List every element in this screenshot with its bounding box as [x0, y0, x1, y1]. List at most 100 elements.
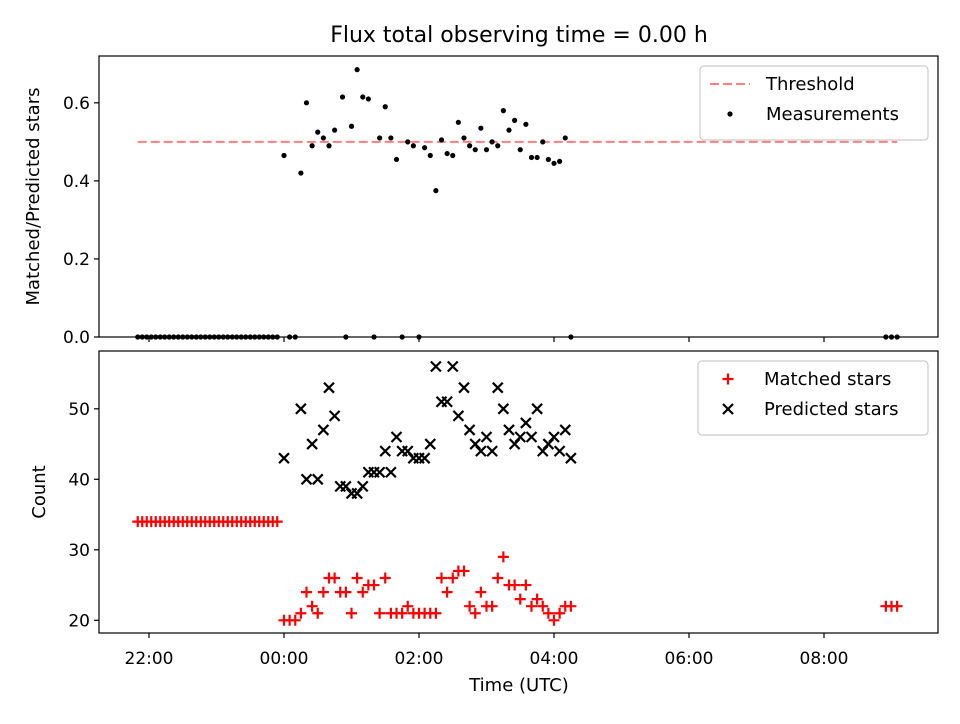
data-point: [315, 129, 321, 135]
data-point: [553, 445, 566, 457]
series-matched-stars: [132, 516, 903, 626]
y-tick-label: 0.6: [63, 94, 90, 114]
data-point: [492, 572, 504, 584]
data-point: [301, 586, 312, 598]
data-point: [506, 127, 512, 133]
data-point: [531, 403, 543, 415]
legend-label: Measurements: [766, 104, 899, 125]
y-tick-label: 0.4: [63, 172, 90, 192]
data-point: [368, 579, 380, 591]
data-point: [509, 579, 521, 591]
data-point: [360, 94, 366, 100]
plot-frame: [98, 350, 939, 634]
data-point: [464, 600, 476, 612]
x-axis-label: Time (UTC): [468, 675, 569, 696]
data-point: [433, 188, 439, 194]
data-point: [467, 143, 473, 149]
x-tick-label: 22:00: [125, 649, 174, 669]
data-point: [298, 170, 304, 176]
x-tick-label: 02:00: [395, 649, 444, 669]
legend-label: Predicted stars: [764, 399, 898, 420]
data-point: [323, 381, 335, 394]
data-point: [461, 135, 467, 141]
data-point: [475, 445, 487, 457]
data-point: [396, 607, 408, 619]
data-point: [357, 586, 369, 598]
data-point: [278, 452, 290, 464]
data-point: [295, 607, 307, 619]
y-tick-label: 0.0: [63, 328, 90, 348]
data-point: [557, 158, 563, 164]
data-point: [480, 431, 493, 443]
data-point: [562, 135, 568, 141]
data-point: [891, 600, 903, 612]
data-point: [377, 135, 383, 141]
data-point: [472, 147, 478, 153]
data-point: [379, 445, 392, 457]
data-point: [430, 607, 442, 619]
data-point: [356, 480, 369, 493]
data-point: [478, 125, 484, 131]
data-point: [289, 614, 301, 626]
data-point: [475, 586, 487, 598]
data-point: [281, 152, 287, 159]
data-point: [469, 607, 481, 619]
data-point: [438, 137, 445, 143]
data-point: [436, 572, 447, 584]
data-point: [320, 135, 326, 141]
data-point: [393, 156, 400, 163]
data-point: [514, 431, 527, 443]
data-point: [446, 360, 459, 373]
data-point: [455, 119, 461, 125]
y-tick-label: 40: [68, 470, 90, 490]
data-point: [311, 473, 324, 486]
y-tick-label: 20: [68, 611, 90, 631]
plot-frame: [98, 55, 939, 338]
data-point: [332, 127, 338, 133]
x-tick-label: 08:00: [800, 649, 849, 669]
data-point: [534, 154, 540, 161]
data-point: [545, 156, 551, 163]
data-point: [385, 466, 397, 479]
data-point: [514, 593, 526, 605]
data-point: [520, 579, 532, 591]
data-point: [500, 108, 506, 114]
data-point: [450, 152, 456, 159]
data-point: [565, 452, 577, 464]
data-point: [339, 94, 346, 100]
data-point: [528, 154, 535, 161]
legend: Threshold Measurements: [699, 65, 929, 141]
legend-label: Threshold: [765, 74, 855, 95]
data-point: [537, 600, 549, 612]
data-point: [373, 466, 386, 479]
data-point: [452, 410, 465, 422]
y-axis-label: Matched/Predicted stars: [23, 88, 44, 306]
data-point: [300, 473, 313, 486]
data-point: [427, 152, 433, 159]
data-point: [497, 403, 510, 415]
data-point: [483, 147, 490, 153]
data-point: [458, 565, 470, 577]
data-point: [548, 614, 560, 626]
data-point: [422, 145, 428, 151]
panel-counts: 20 30 40 50 22:00 00:00 02:00 04:00 06:00 08:00 Co…: [29, 350, 939, 669]
data-point: [317, 586, 329, 598]
y-tick-label: 50: [68, 400, 90, 420]
data-point: [489, 139, 495, 145]
data-point: [418, 452, 431, 464]
legend-box: [697, 360, 929, 436]
series-predicted-stars: [278, 360, 577, 500]
data-point: [430, 360, 442, 373]
legend-swatch: [722, 373, 734, 385]
data-point: [306, 600, 318, 612]
data-point: [402, 600, 414, 612]
data-point: [379, 572, 391, 584]
data-point: [365, 96, 371, 102]
data-point: [565, 600, 577, 612]
data-point: [551, 160, 557, 166]
y-tick-label: 30: [68, 541, 90, 561]
data-point: [531, 593, 543, 605]
data-point: [424, 438, 437, 450]
x-tick-label: 04:00: [530, 649, 579, 669]
